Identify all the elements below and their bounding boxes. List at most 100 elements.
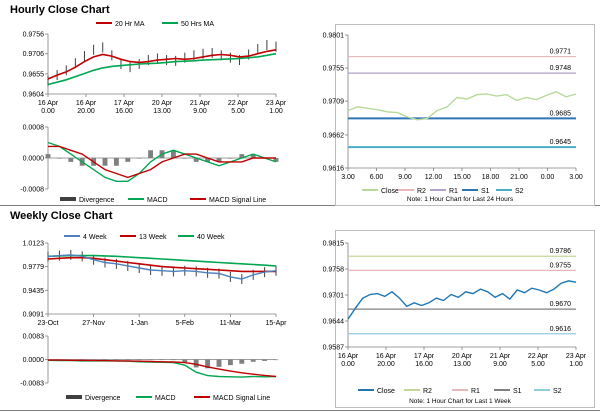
divergence-bar [193, 158, 199, 162]
weekly-price-y-tick-label: 1.0123 [23, 241, 45, 248]
weekly-divergence-bar [262, 359, 268, 361]
hourly-macd-y-tick-label: -0.0008 [20, 187, 44, 194]
legend-ma50-label: 50 Hrs MA [181, 21, 214, 28]
hourly-24h-x-tick-label: 3.00 [569, 174, 583, 181]
weekly-1w-panel [335, 230, 595, 408]
hourly-24h-y-tick-label: 0.9801 [323, 33, 345, 40]
weekly-price-y-tick-label: 0.9091 [23, 312, 45, 319]
divergence-bar [170, 150, 176, 158]
divergence-bar [239, 154, 245, 158]
weekly-price-x-tick-label: 1-Jan [130, 320, 148, 327]
weekly-macd-y-tick-label: 0.0000 [23, 357, 45, 364]
weekly-level-s1-label: 0.9670 [550, 301, 572, 308]
section-divider [0, 205, 600, 206]
legend-1w-s2-label: S2 [553, 388, 562, 395]
legend-weekly-divergence-label: Divergence [85, 395, 121, 402]
weekly-1w-y-tick-label: 0.9587 [323, 345, 345, 352]
legend-macd-label: MACD [147, 197, 168, 204]
weekly-divergence-bar [170, 359, 176, 361]
divergence-bar [182, 158, 188, 159]
legend-weekly-macd-signal-label: MACD Signal Line [213, 395, 270, 402]
weekly-divergence-bar [102, 359, 108, 361]
weekly-1w-x-tick-label: 23 Apr 1.00 [566, 353, 587, 368]
divergence-bar [250, 154, 256, 158]
bottom-divider [0, 410, 600, 411]
weekly-price-y-tick-label: 0.9779 [23, 264, 45, 271]
series-weekly-macd-signal [48, 359, 277, 378]
legend-1w-r2-label: R2 [423, 388, 432, 395]
weekly-1w-x-tick-label: 16 Apr 0.00 [338, 353, 359, 368]
weekly-1w-y-tick-label: 0.9815 [323, 241, 345, 248]
hourly-24h-x-tick-label: 21.00 [510, 174, 528, 181]
hourly-24h-x-tick-label: 9.00 [398, 174, 412, 181]
hourly-price-x-tick-label: 21 Apr 9.00 [190, 100, 211, 115]
series-4week [47, 254, 277, 280]
legend-13week-label: 13 Week [139, 234, 167, 241]
weekly-1w-x-tick-label: 21 Apr 9.00 [490, 353, 511, 368]
weekly-price-x-tick-label: 23-Oct [37, 320, 58, 327]
weekly-divergence-bar [148, 359, 154, 361]
hourly-price-y-tick-label: 0.9655 [23, 71, 45, 78]
weekly-1w-x-tick-label: 16 Apr 20.00 [376, 353, 397, 368]
weekly-divergence-bar [227, 359, 233, 366]
series-close-24h [347, 91, 577, 121]
hourly-price-y-tick-label: 0.9756 [23, 32, 45, 39]
weekly-divergence-bar [136, 359, 142, 361]
divergence-bar [273, 158, 279, 162]
weekly-divergence-bar [250, 359, 256, 362]
hourly-24h-note: Note: 1 Hour Chart for Last 24 Hours [407, 196, 514, 203]
legend-divergence-label: Divergence [79, 197, 115, 204]
weekly-section-title: Weekly Close Chart [10, 210, 113, 222]
weekly-divergence-bar [125, 359, 131, 361]
weekly-divergence-bar [113, 359, 119, 361]
level-s1-label: 0.9685 [550, 110, 572, 117]
divergence-bar [113, 158, 119, 166]
weekly-divergence-bar [91, 359, 97, 361]
hourly-price-x-tick-label: 23 Apr 1.00 [266, 100, 287, 115]
divergence-bar [216, 158, 222, 162]
series-40week [47, 254, 277, 267]
weekly-divergence-bar [159, 359, 165, 361]
hourly-price-y-tick-label: 0.9706 [23, 51, 45, 58]
hourly-price-x-tick-label: 16 Apr 20.00 [76, 100, 97, 115]
divergence-bar [125, 158, 131, 162]
hourly-24h-y-tick-label: 0.9662 [323, 132, 345, 139]
legend-24h-r2-label: R2 [417, 188, 426, 195]
weekly-price-x-tick-label: 5-Feb [176, 320, 194, 327]
series-20hr-ma [47, 49, 277, 80]
weekly-divergence-bar [205, 359, 211, 369]
hourly-24h-x-tick-label: 3.00 [341, 174, 355, 181]
weekly-divergence-bar [193, 359, 199, 368]
weekly-price-x-tick-label: 11-Mar [220, 320, 242, 327]
weekly-price-y-tick-label: 0.9435 [23, 288, 45, 295]
hourly-24h-x-tick-label: 6.00 [370, 174, 384, 181]
series-close-1w [347, 280, 577, 320]
hourly-macd-y-tick-label: 0.0000 [23, 156, 45, 163]
legend-24h-close-label: Close [381, 188, 399, 195]
legend-1w-r1-label: R1 [471, 388, 480, 395]
divergence-bar [148, 150, 154, 158]
level-r2-label: 0.9771 [550, 49, 572, 56]
level-s2-label: 0.9645 [550, 139, 572, 146]
legend-weekly-divergence-swatch [66, 395, 82, 399]
hourly-24h-y-tick-label: 0.9616 [323, 166, 345, 173]
legend-24h-r1-label: R1 [449, 188, 458, 195]
series-macd-signal [48, 145, 276, 179]
weekly-price-x-tick-label: 27-Nov [82, 320, 105, 327]
hourly-price-x-tick-label: 22 Apr 5.00 [228, 100, 249, 115]
hourly-24h-x-tick-label: 12.00 [425, 174, 443, 181]
series-50hr-ma [47, 52, 277, 86]
hourly-24h-x-tick-label: 0.00 [541, 174, 555, 181]
weekly-1w-x-tick-label: 17 Apr 16.00 [414, 353, 435, 368]
hourly-24h-x-tick-label: 18.00 [482, 174, 500, 181]
legend-1w-close-label: Close [377, 388, 395, 395]
divergence-bar [205, 158, 211, 162]
hourly-24h-y-tick-label: 0.9709 [323, 99, 345, 106]
hourly-price-y-tick-label: 0.9604 [23, 92, 45, 99]
hourly-section-title: Hourly Close Chart [10, 4, 110, 16]
legend-40week-label: 40 Week [197, 234, 225, 241]
weekly-divergence-bar [239, 359, 245, 364]
hourly-price-x-tick-label: 17 Apr 16.00 [114, 100, 135, 115]
divergence-bar [227, 158, 233, 159]
